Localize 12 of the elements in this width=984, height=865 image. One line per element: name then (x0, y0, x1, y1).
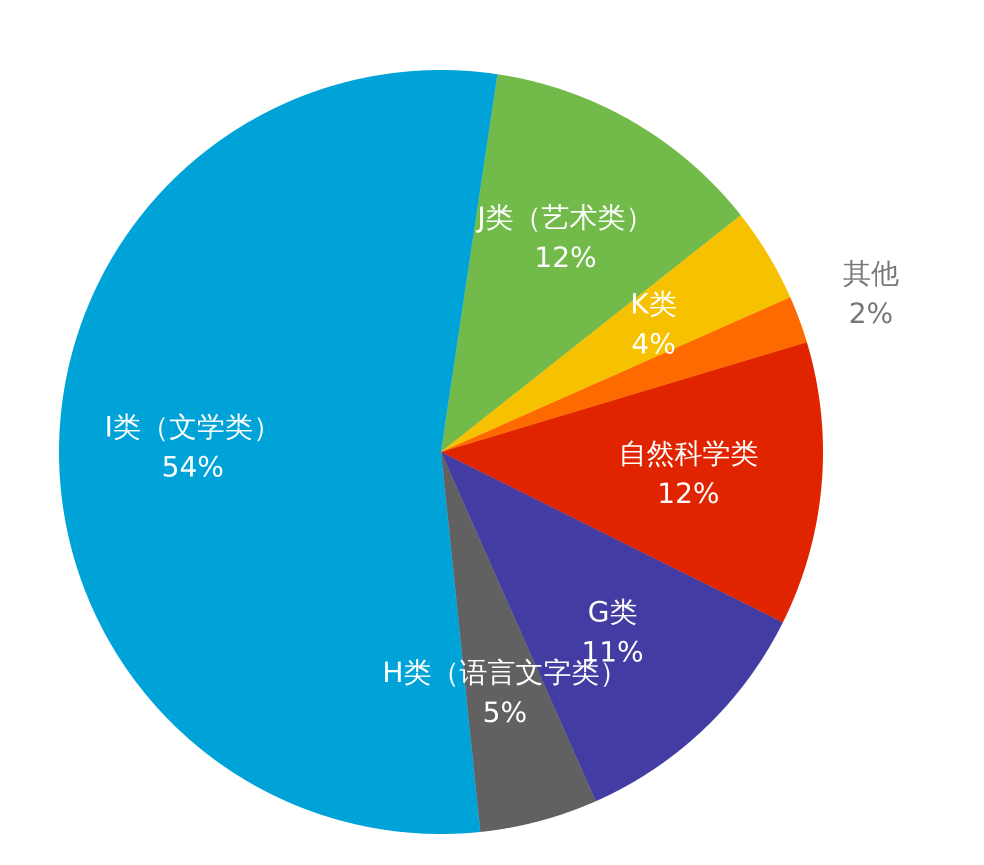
slice-label: I类（文学类） (104, 410, 281, 444)
data-label: 5% (482, 696, 528, 729)
slice-label: G类 (588, 596, 638, 629)
slice-label: J类（艺术类） (475, 201, 654, 234)
data-label: 2% (848, 296, 894, 330)
slice-label: K类 (630, 288, 677, 321)
slice-label: 其他 (842, 256, 899, 290)
data-label: 12% (657, 477, 720, 510)
slice-label: 自然科学类 (618, 437, 758, 470)
data-label: 4% (631, 328, 676, 361)
data-label: 54% (162, 450, 224, 484)
data-label: 12% (534, 241, 597, 274)
